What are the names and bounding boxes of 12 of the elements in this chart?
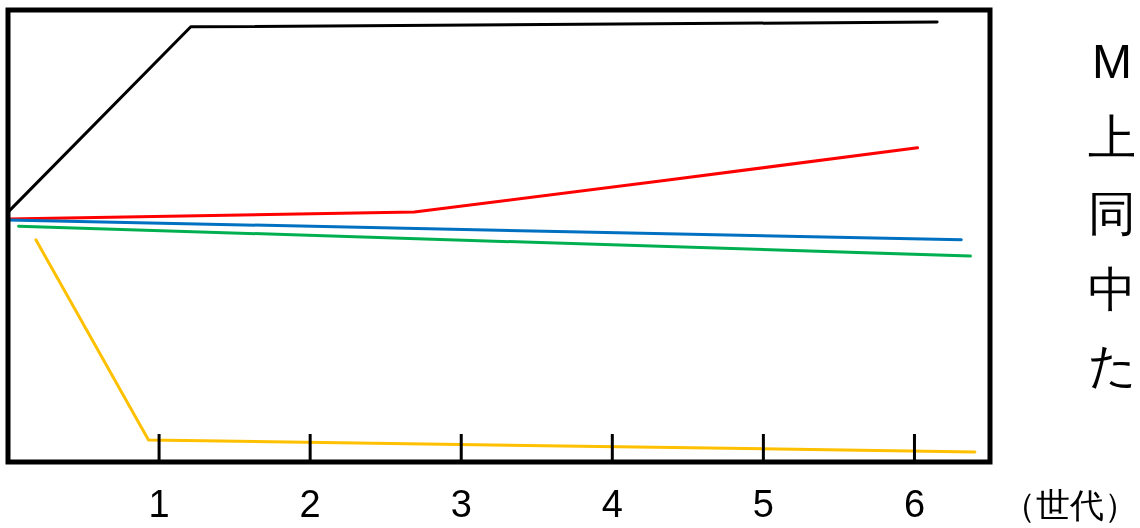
text: 同	[1088, 187, 1136, 240]
x-axis-title: （世代）	[1002, 486, 1138, 524]
text: た	[1087, 339, 1137, 392]
text: 中	[1088, 263, 1136, 316]
x-tick-label: 1	[148, 483, 170, 525]
text: M	[1092, 35, 1132, 88]
x-tick-label: 2	[299, 483, 321, 525]
x-tick-label: 3	[450, 483, 472, 525]
x-tick-label: 5	[752, 483, 774, 525]
text: 上	[1088, 111, 1136, 164]
x-tick-label: 4	[601, 483, 623, 525]
x-tick-label: 6	[903, 483, 926, 525]
